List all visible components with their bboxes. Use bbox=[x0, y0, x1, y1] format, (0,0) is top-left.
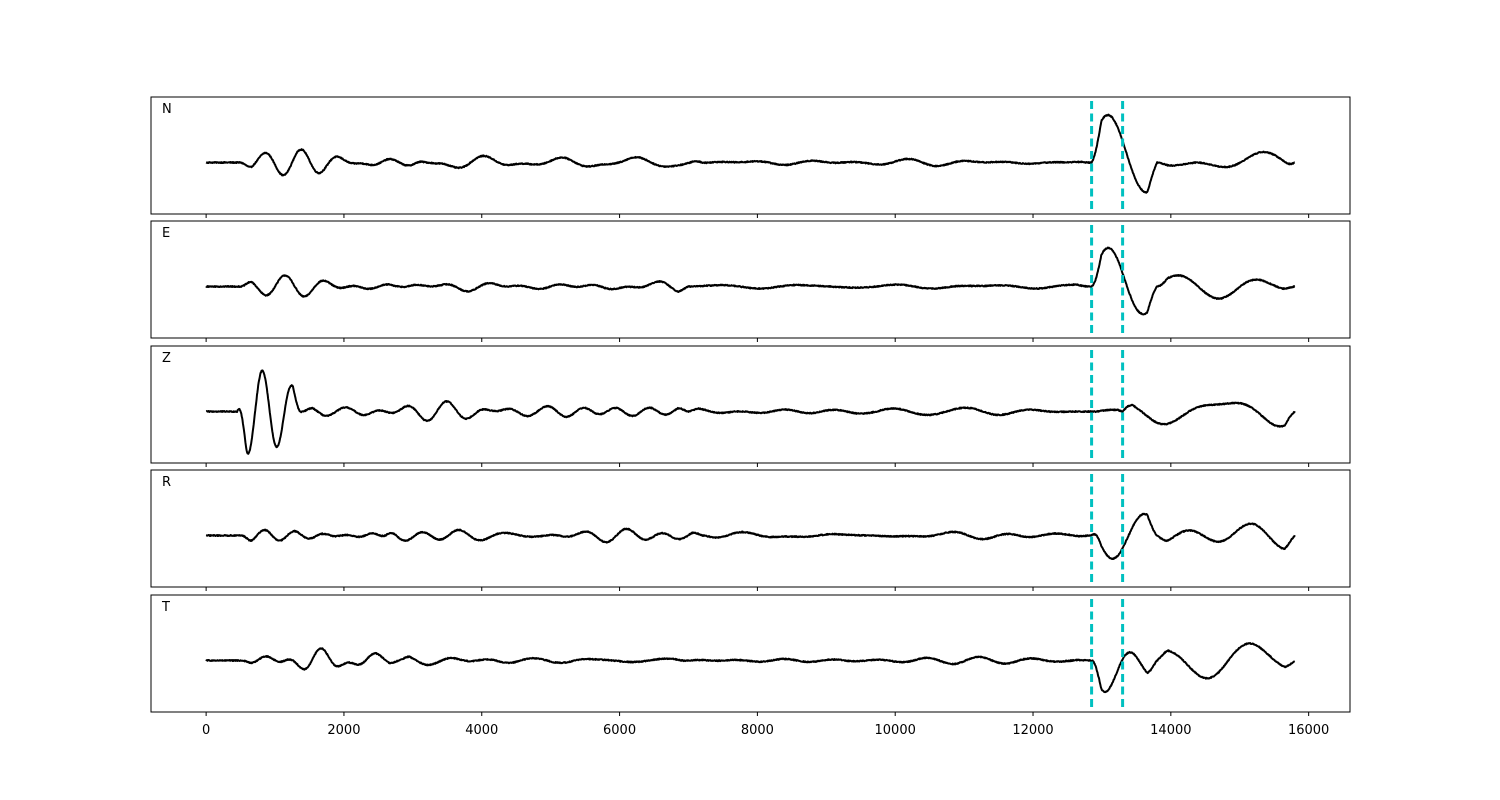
x-tick-label: 8000 bbox=[741, 723, 774, 738]
waveform-z bbox=[205, 369, 1296, 455]
panel-label: E bbox=[162, 226, 170, 241]
waveform-r bbox=[205, 512, 1296, 560]
x-tick-label: 10000 bbox=[875, 723, 916, 738]
panel-frame bbox=[150, 469, 1351, 588]
waveform-e bbox=[205, 246, 1296, 316]
panel-r: R bbox=[150, 469, 1351, 591]
x-tick-label: 6000 bbox=[603, 723, 636, 738]
panel-frame bbox=[150, 96, 1351, 215]
panel-label: Z bbox=[162, 351, 171, 366]
x-axis: 0 2000 4000 6000 8000 10000 12000 14000 16000 bbox=[202, 723, 1329, 738]
x-tick-label: 4000 bbox=[465, 723, 498, 738]
panel-e: E bbox=[150, 220, 1351, 342]
panel-frame bbox=[150, 345, 1351, 464]
panel-label: T bbox=[161, 600, 170, 615]
panel-n: N bbox=[150, 96, 1351, 218]
panel-frame bbox=[150, 220, 1351, 339]
panel-label: N bbox=[162, 102, 172, 117]
x-tick-label: 2000 bbox=[327, 723, 360, 738]
waveform-n bbox=[205, 113, 1296, 194]
panel-label: R bbox=[162, 475, 171, 490]
panel-stack: N E Z R T bbox=[150, 96, 1351, 716]
x-tick-label: 0 bbox=[202, 723, 210, 738]
panel-frame bbox=[150, 594, 1351, 713]
x-tick-label: 14000 bbox=[1150, 723, 1191, 738]
waveform-t bbox=[205, 642, 1296, 694]
panel-t: T bbox=[150, 594, 1351, 716]
x-tick-label: 16000 bbox=[1288, 723, 1329, 738]
x-tick-label: 12000 bbox=[1012, 723, 1053, 738]
panel-z: Z bbox=[150, 345, 1351, 467]
